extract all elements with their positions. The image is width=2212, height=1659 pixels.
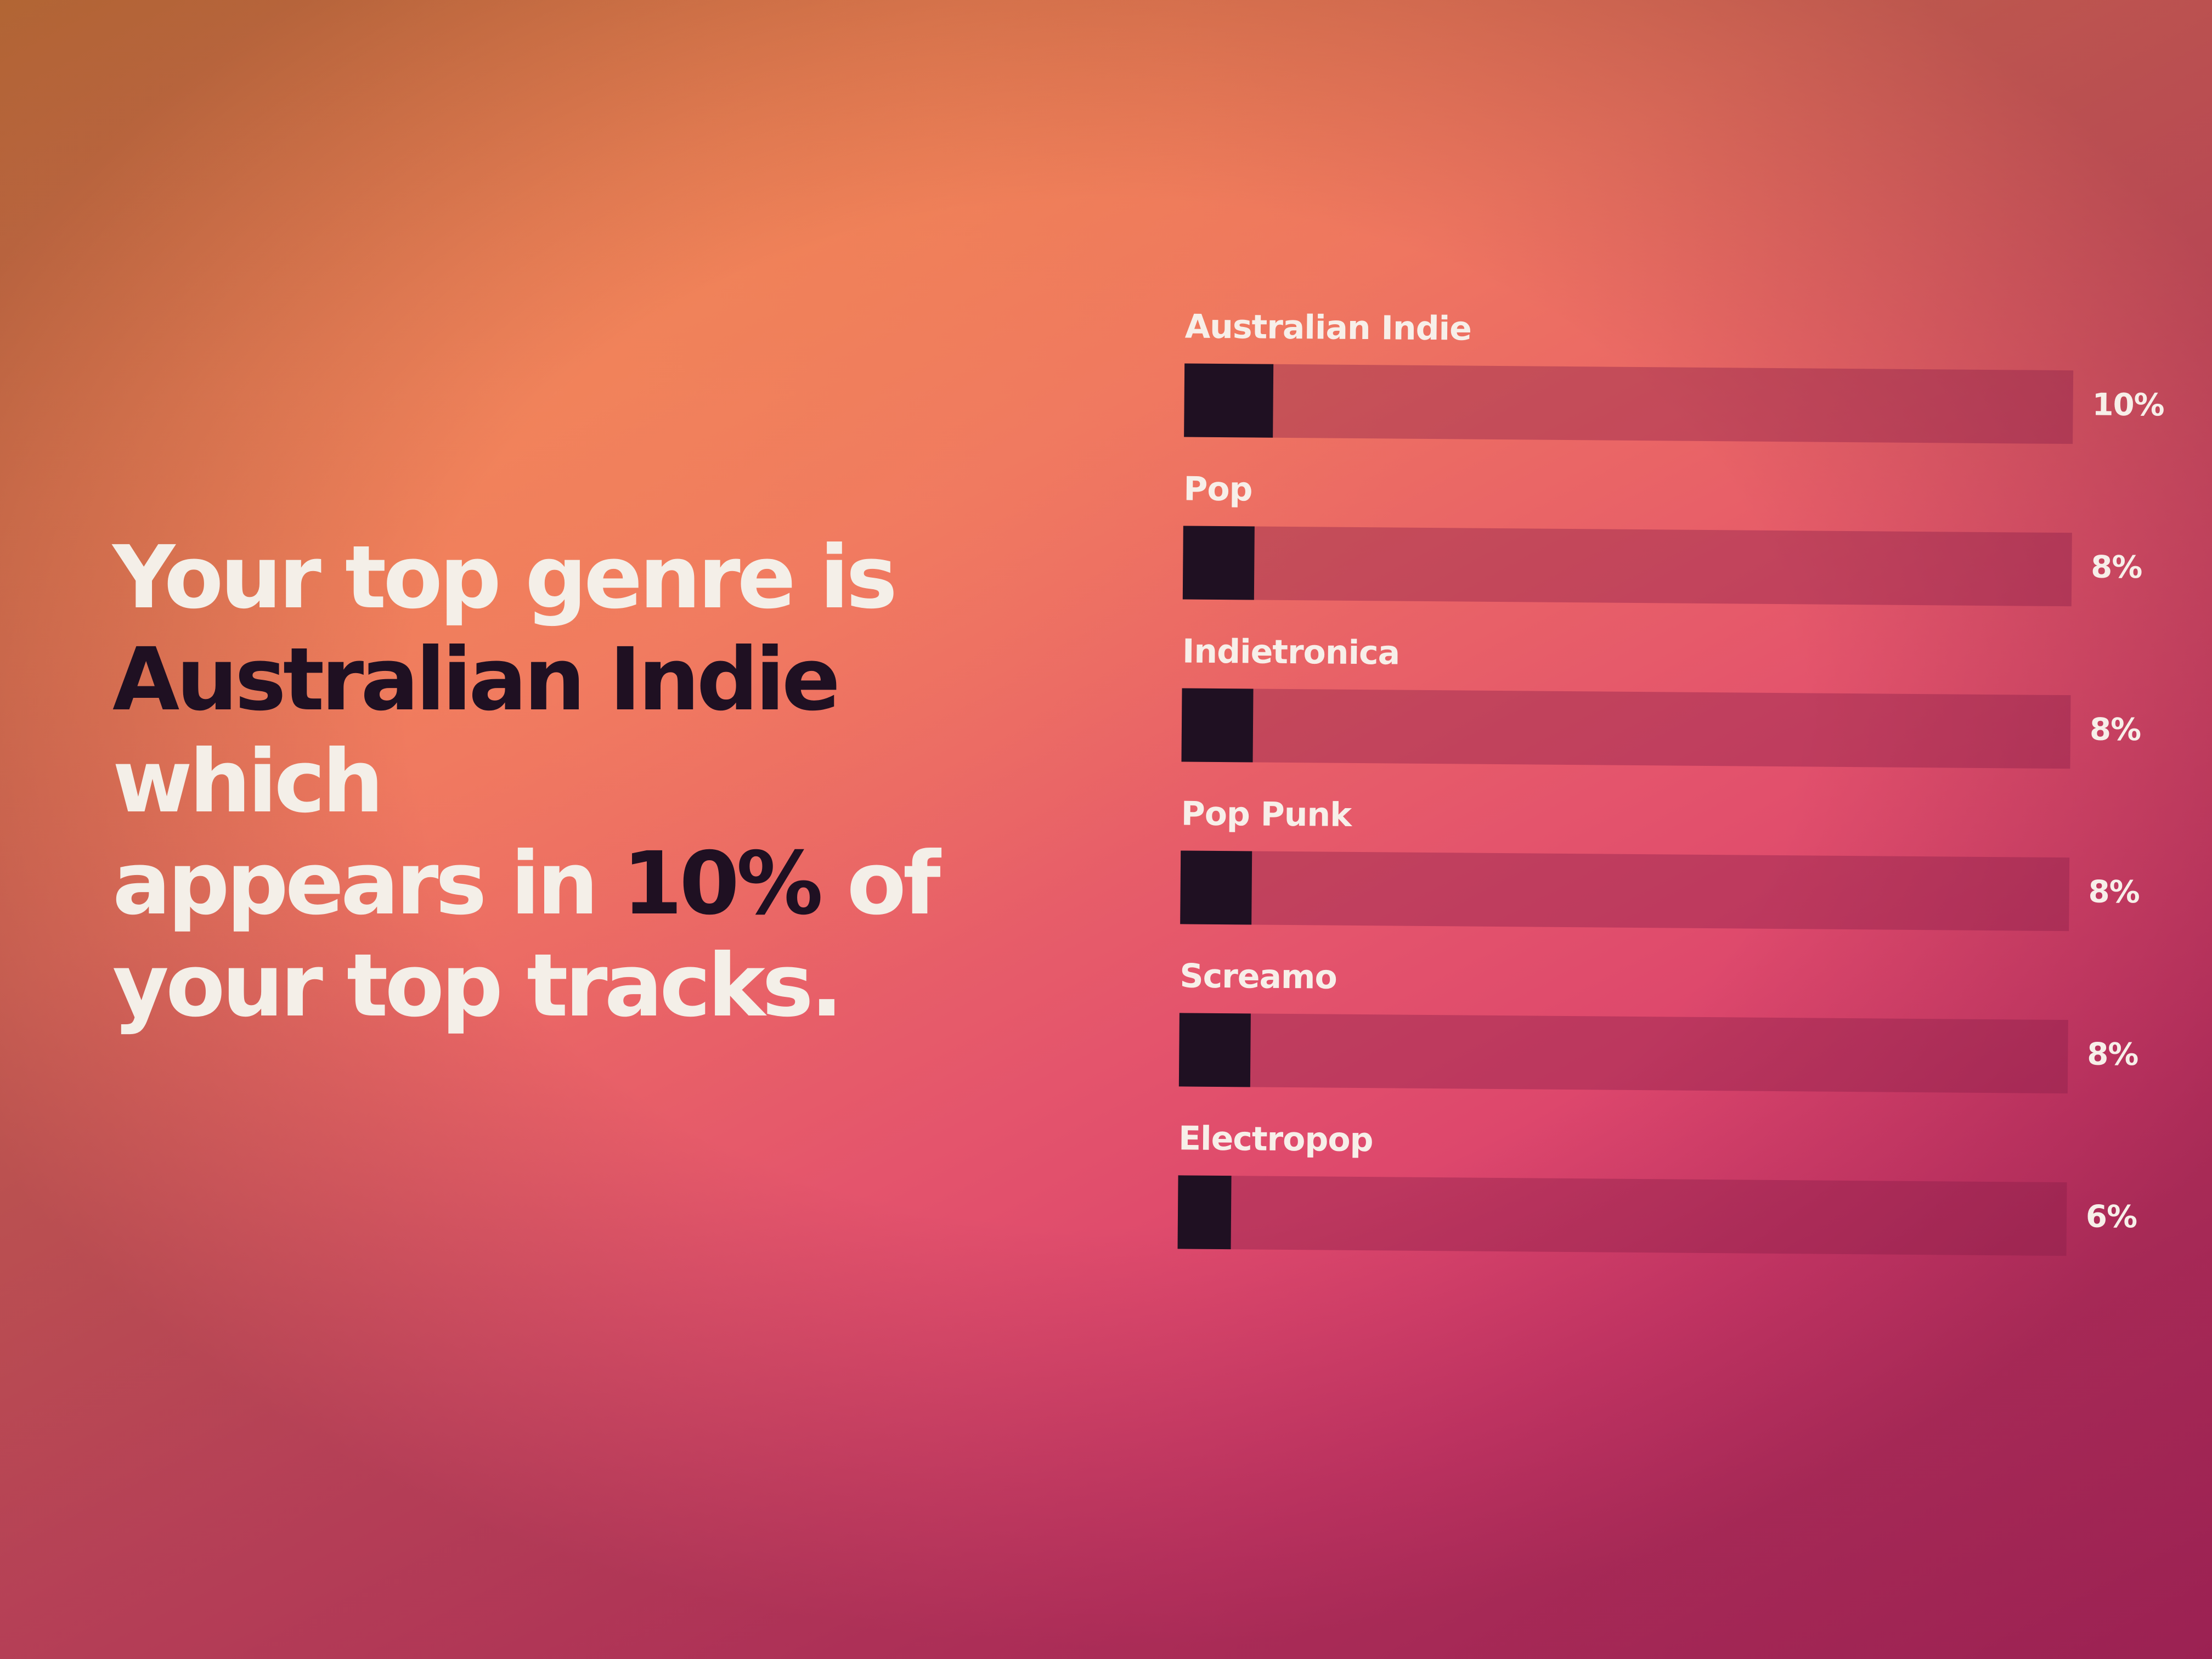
bar-track xyxy=(1180,850,2070,932)
headline-line-4: your top tracks. xyxy=(112,935,843,1036)
bar-fill xyxy=(1184,363,1274,438)
chart-row: Pop 8% xyxy=(1150,470,2193,615)
bar-value-label: 10% xyxy=(2092,387,2164,424)
category-label: Australian Indie xyxy=(1184,307,1472,348)
headline-of: of xyxy=(820,833,940,934)
category-label: Pop xyxy=(1183,470,1252,509)
chart-row: Pop Punk 8% xyxy=(1147,794,2191,940)
headline-line-1: Your top genre is xyxy=(112,527,898,628)
bar-value-label: 8% xyxy=(2089,712,2141,748)
bar-fill xyxy=(1180,850,1252,925)
category-label: Screamo xyxy=(1180,957,1337,997)
chart-row: Screamo 8% xyxy=(1146,957,2190,1102)
bar-track xyxy=(1182,526,2072,607)
bar-track xyxy=(1184,363,2074,444)
bar-value-label: 8% xyxy=(2088,874,2140,911)
headline: Your top genre is Australian Indie which a… xyxy=(112,527,1127,1037)
bar-value-label: 8% xyxy=(2087,1036,2138,1073)
headline-appears-in: appears in xyxy=(112,833,623,934)
bar-fill xyxy=(1178,1013,1251,1087)
bar-fill xyxy=(1182,526,1255,600)
headline-percent: 10% xyxy=(622,833,823,934)
bar-fill xyxy=(1181,688,1254,763)
genre-bar-chart: Australian Indie 10% Pop 8% Indietronica 8% Po… xyxy=(1144,307,2194,1303)
chart-row: Indietronica 8% xyxy=(1148,632,2192,777)
bar-fill xyxy=(1177,1175,1232,1250)
category-label: Pop Punk xyxy=(1181,794,1352,834)
chart-row: Electropop 6% xyxy=(1144,1119,2188,1265)
bar-track xyxy=(1181,688,2071,769)
bar-value-label: 6% xyxy=(2085,1199,2137,1235)
bar-track xyxy=(1177,1175,2067,1256)
bar-value-label: 8% xyxy=(2091,549,2142,586)
chart-row: Australian Indie 10% xyxy=(1151,307,2194,453)
headline-which: which xyxy=(112,731,384,832)
category-label: Indietronica xyxy=(1182,632,1400,673)
headline-top-genre: Australian Indie xyxy=(112,629,840,730)
bar-track xyxy=(1178,1013,2068,1094)
category-label: Electropop xyxy=(1178,1119,1373,1160)
